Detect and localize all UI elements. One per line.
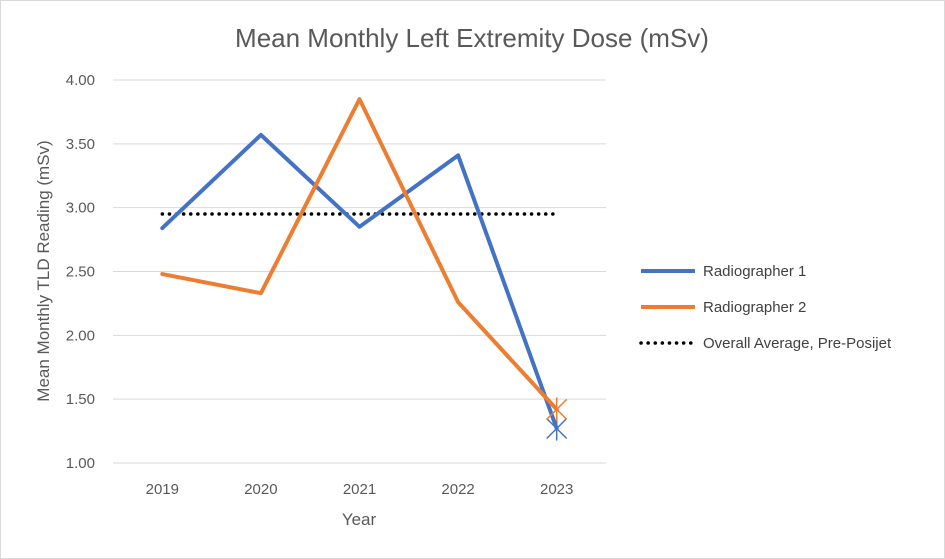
legend-item-0: Radiographer 1	[641, 263, 806, 280]
x-tick-label: 2022	[441, 481, 474, 498]
x-tick-label: 2020	[244, 481, 277, 498]
legend-label: Overall Average, Pre-Posijet	[703, 335, 892, 352]
y-tick-labels: 1.00 1.50 2.00 2.50 3.00 3.50 4.00	[66, 72, 95, 472]
data-point-marker	[546, 397, 568, 422]
series-line-1	[160, 97, 559, 412]
x-tick-labels: 2019 2020 2021 2022 2023	[146, 481, 574, 498]
gridlines	[113, 79, 606, 464]
y-tick-label: 1.00	[66, 455, 95, 472]
x-axis-title: Year	[342, 510, 377, 529]
legend: Radiographer 1 Radiographer 2 Overall Aver…	[639, 263, 892, 352]
x-tick-label: 2023	[540, 481, 573, 498]
chart-title: Mean Monthly Left Extremity Dose (mSv)	[235, 23, 709, 53]
end-markers	[546, 397, 568, 441]
y-tick-label: 4.00	[66, 72, 95, 89]
y-tick-label: 3.00	[66, 200, 95, 217]
y-tick-label: 2.00	[66, 327, 95, 344]
legend-label: Radiographer 1	[703, 263, 806, 280]
x-tick-label: 2019	[146, 481, 179, 498]
series-line-0	[160, 132, 559, 431]
legend-item-1: Radiographer 2	[641, 299, 806, 316]
x-tick-label: 2021	[343, 481, 376, 498]
legend-label: Radiographer 2	[703, 299, 806, 316]
legend-item-2: Overall Average, Pre-Posijet	[639, 335, 892, 352]
series-lines	[160, 97, 559, 431]
y-axis-title: Mean Monthly TLD Reading (mSv)	[34, 140, 53, 401]
y-tick-label: 1.50	[66, 391, 95, 408]
y-tick-label: 2.50	[66, 264, 95, 281]
y-tick-label: 3.50	[66, 136, 95, 153]
